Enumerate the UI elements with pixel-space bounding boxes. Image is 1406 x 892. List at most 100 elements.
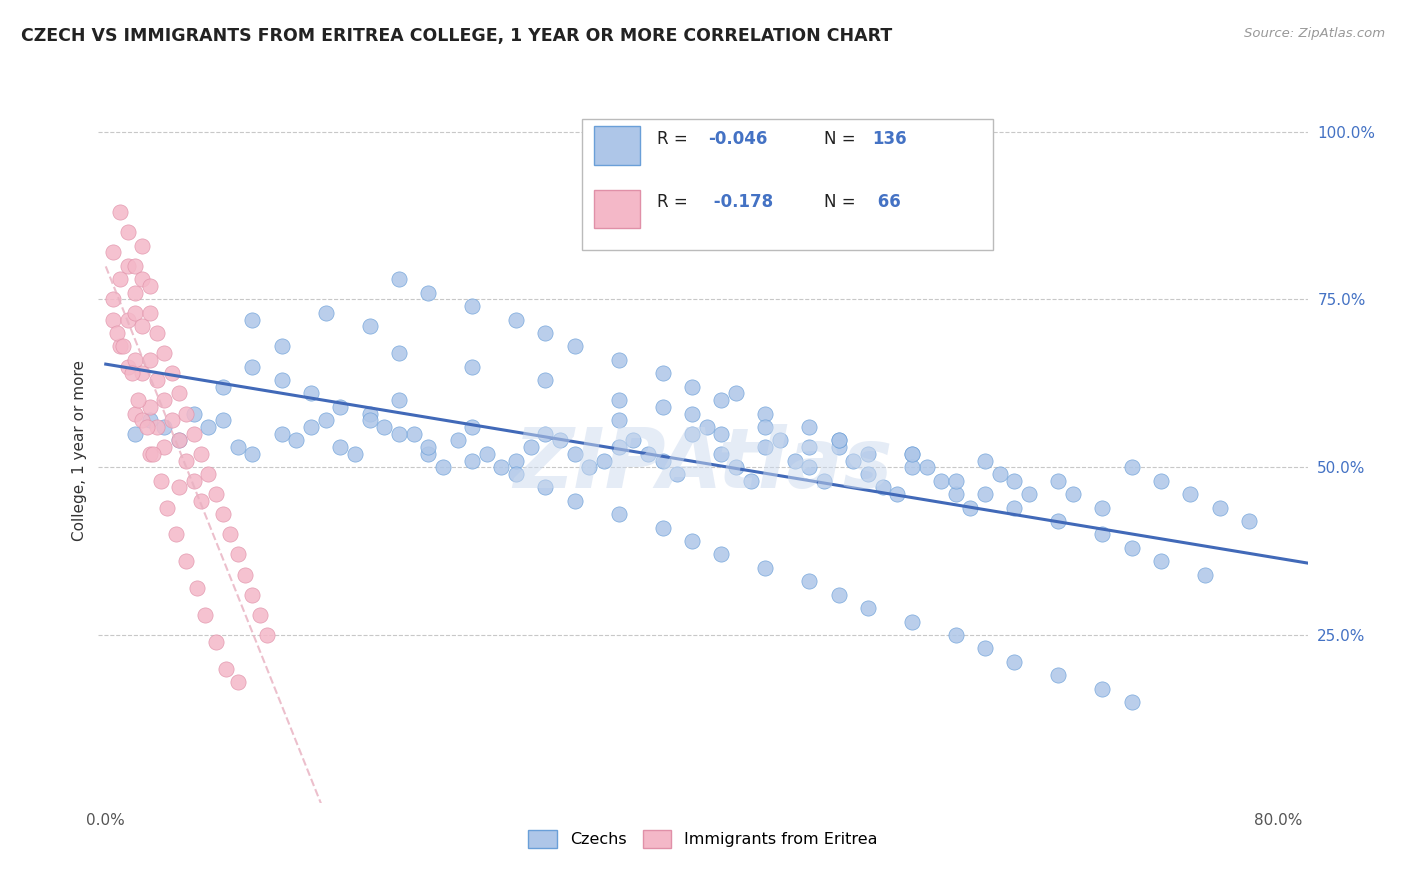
Point [285,434,308,448]
Point [131,413,153,427]
Legend: Czechs, Immigrants from Eritrea: Czechs, Immigrants from Eritrea [522,823,884,855]
Point [110,205,132,219]
Point [153,420,176,434]
Point [827,440,849,454]
Point [491,460,513,475]
Point [315,306,337,320]
Point [681,426,703,441]
Point [240,359,263,374]
Point [1208,500,1230,515]
Point [607,352,630,367]
Point [165,527,187,541]
Point [167,434,190,448]
Point [578,460,600,475]
Point [1047,514,1070,528]
Point [724,386,747,401]
Point [299,420,322,434]
Point [1004,500,1026,515]
Point [475,447,498,461]
Point [1121,695,1143,709]
Text: 66: 66 [872,194,901,211]
Point [1091,500,1114,515]
Point [564,493,586,508]
Point [153,393,176,408]
Point [150,474,173,488]
Point [593,453,616,467]
Point [710,426,733,441]
Point [124,426,146,441]
Point [153,346,176,360]
Point [901,460,924,475]
Point [167,434,190,448]
Point [167,386,190,401]
Point [160,366,183,380]
Text: N =: N = [824,194,860,211]
Point [176,554,198,568]
Point [505,312,527,326]
Point [607,507,630,521]
Point [1091,681,1114,696]
Point [696,420,718,434]
Point [724,460,747,475]
Point [799,420,821,434]
Point [131,319,153,334]
Point [131,239,153,253]
Point [160,413,183,427]
Point [754,420,776,434]
Point [607,393,630,408]
Point [315,413,337,427]
Text: -0.178: -0.178 [707,194,773,211]
Point [388,272,411,286]
Point [432,460,454,475]
Point [167,480,190,494]
Point [1194,567,1216,582]
Point [124,407,146,421]
Point [607,440,630,454]
Point [1180,487,1202,501]
Point [1018,487,1040,501]
Point [461,359,484,374]
Point [138,413,160,427]
Point [651,453,673,467]
Point [799,460,821,475]
Point [901,615,924,629]
Point [974,641,997,656]
Y-axis label: College, 1 year or more: College, 1 year or more [72,360,87,541]
Point [564,339,586,353]
Point [901,447,924,461]
Point [681,407,703,421]
Text: R =: R = [657,130,693,148]
Point [197,420,219,434]
Point [204,487,226,501]
Point [1121,460,1143,475]
Point [681,380,703,394]
Point [710,548,733,562]
Point [813,474,835,488]
Point [886,487,908,501]
Point [194,607,217,622]
Point [219,527,242,541]
Point [110,272,132,286]
Point [124,306,146,320]
Point [299,386,322,401]
Point [146,373,169,387]
Point [710,393,733,408]
Point [240,588,263,602]
Point [388,346,411,360]
Point [548,434,571,448]
Point [666,467,689,481]
Point [534,373,557,387]
Point [783,453,806,467]
Point [176,407,198,421]
Point [256,628,278,642]
Point [270,339,292,353]
Point [183,474,205,488]
Point [117,312,139,326]
Point [146,420,169,434]
Text: CZECH VS IMMIGRANTS FROM ERITREA COLLEGE, 1 YEAR OR MORE CORRELATION CHART: CZECH VS IMMIGRANTS FROM ERITREA COLLEGE… [21,27,893,45]
Point [651,521,673,535]
Point [945,474,967,488]
Point [1150,474,1173,488]
Point [204,634,226,648]
Point [856,447,879,461]
